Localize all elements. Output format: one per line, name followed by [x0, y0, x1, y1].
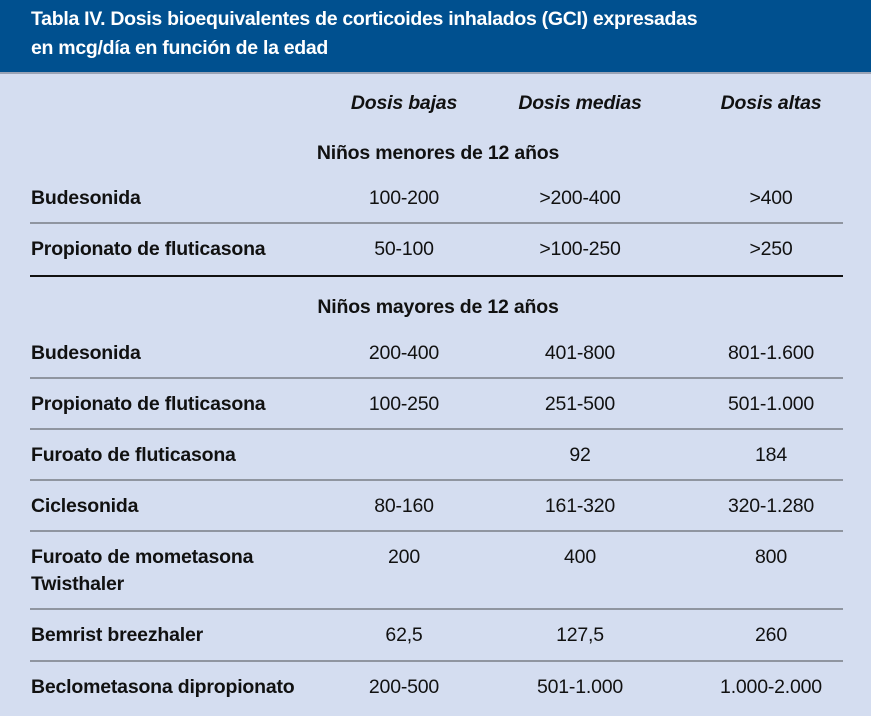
- dose-medium: 401-800: [544, 342, 616, 364]
- column-header-high: Dosis altas: [720, 92, 822, 114]
- dose-high: >250: [749, 238, 793, 260]
- table-title-line2: en mcg/día en función de la edad: [31, 37, 329, 59]
- dose-low: 100-200: [368, 187, 440, 209]
- row-divider: [30, 479, 843, 481]
- dose-medium: 127,5: [556, 624, 604, 646]
- row-name: Bemrist breezhaler: [31, 624, 203, 646]
- dose-low: 200-400: [368, 342, 440, 364]
- dose-medium: 400: [564, 546, 596, 568]
- dose-high: 1.000-2.000: [720, 676, 822, 698]
- row-divider: [30, 530, 843, 532]
- dose-high: >400: [749, 187, 793, 209]
- dose-low: 50-100: [374, 238, 434, 260]
- dose-high: 501-1.000: [727, 393, 815, 415]
- row-name: Beclometasona dipropionato: [31, 676, 295, 698]
- dose-high: 260: [755, 624, 787, 646]
- row-name-continued: Twisthaler: [31, 573, 124, 595]
- dose-high: 320-1.280: [727, 495, 815, 517]
- table-title-bar: Tabla IV. Dosis bioequivalentes de corti…: [0, 0, 871, 74]
- dose-high: 801-1.600: [727, 342, 815, 364]
- row-divider: [30, 377, 843, 379]
- dose-low: 200-500: [368, 676, 440, 698]
- row-name: Ciclesonida: [31, 495, 139, 517]
- section-title: Niños mayores de 12 años: [317, 296, 559, 318]
- row-name: Furoato de fluticasona: [31, 444, 236, 466]
- row-divider: [30, 222, 843, 224]
- row-divider: [30, 428, 843, 430]
- row-divider: [30, 608, 843, 610]
- dose-medium: 251-500: [544, 393, 616, 415]
- dose-low: 80-160: [374, 495, 434, 517]
- section-title: Niños menores de 12 años: [316, 142, 560, 164]
- section-divider: [30, 275, 843, 277]
- dose-high: 184: [755, 444, 787, 466]
- column-header-medium: Dosis medias: [518, 92, 642, 114]
- column-header-low: Dosis bajas: [350, 92, 458, 114]
- dose-medium: 501-1.000: [536, 676, 624, 698]
- row-name: Propionato de fluticasona: [31, 393, 266, 415]
- row-name: Propionato de fluticasona: [31, 238, 266, 260]
- row-name: Budesonida: [31, 187, 141, 209]
- table-title-line1: Tabla IV. Dosis bioequivalentes de corti…: [31, 8, 698, 30]
- row-name: Furoato de mometasona: [31, 546, 254, 568]
- dose-high: 800: [755, 546, 787, 568]
- dose-low: 200: [388, 546, 420, 568]
- dose-medium: 92: [569, 444, 591, 466]
- dose-medium: >100-250: [539, 238, 621, 260]
- dose-low: 100-250: [368, 393, 440, 415]
- dose-low: 62,5: [385, 624, 423, 646]
- row-name: Budesonida: [31, 342, 141, 364]
- dose-medium: 161-320: [544, 495, 616, 517]
- row-divider: [30, 660, 843, 662]
- dose-medium: >200-400: [539, 187, 621, 209]
